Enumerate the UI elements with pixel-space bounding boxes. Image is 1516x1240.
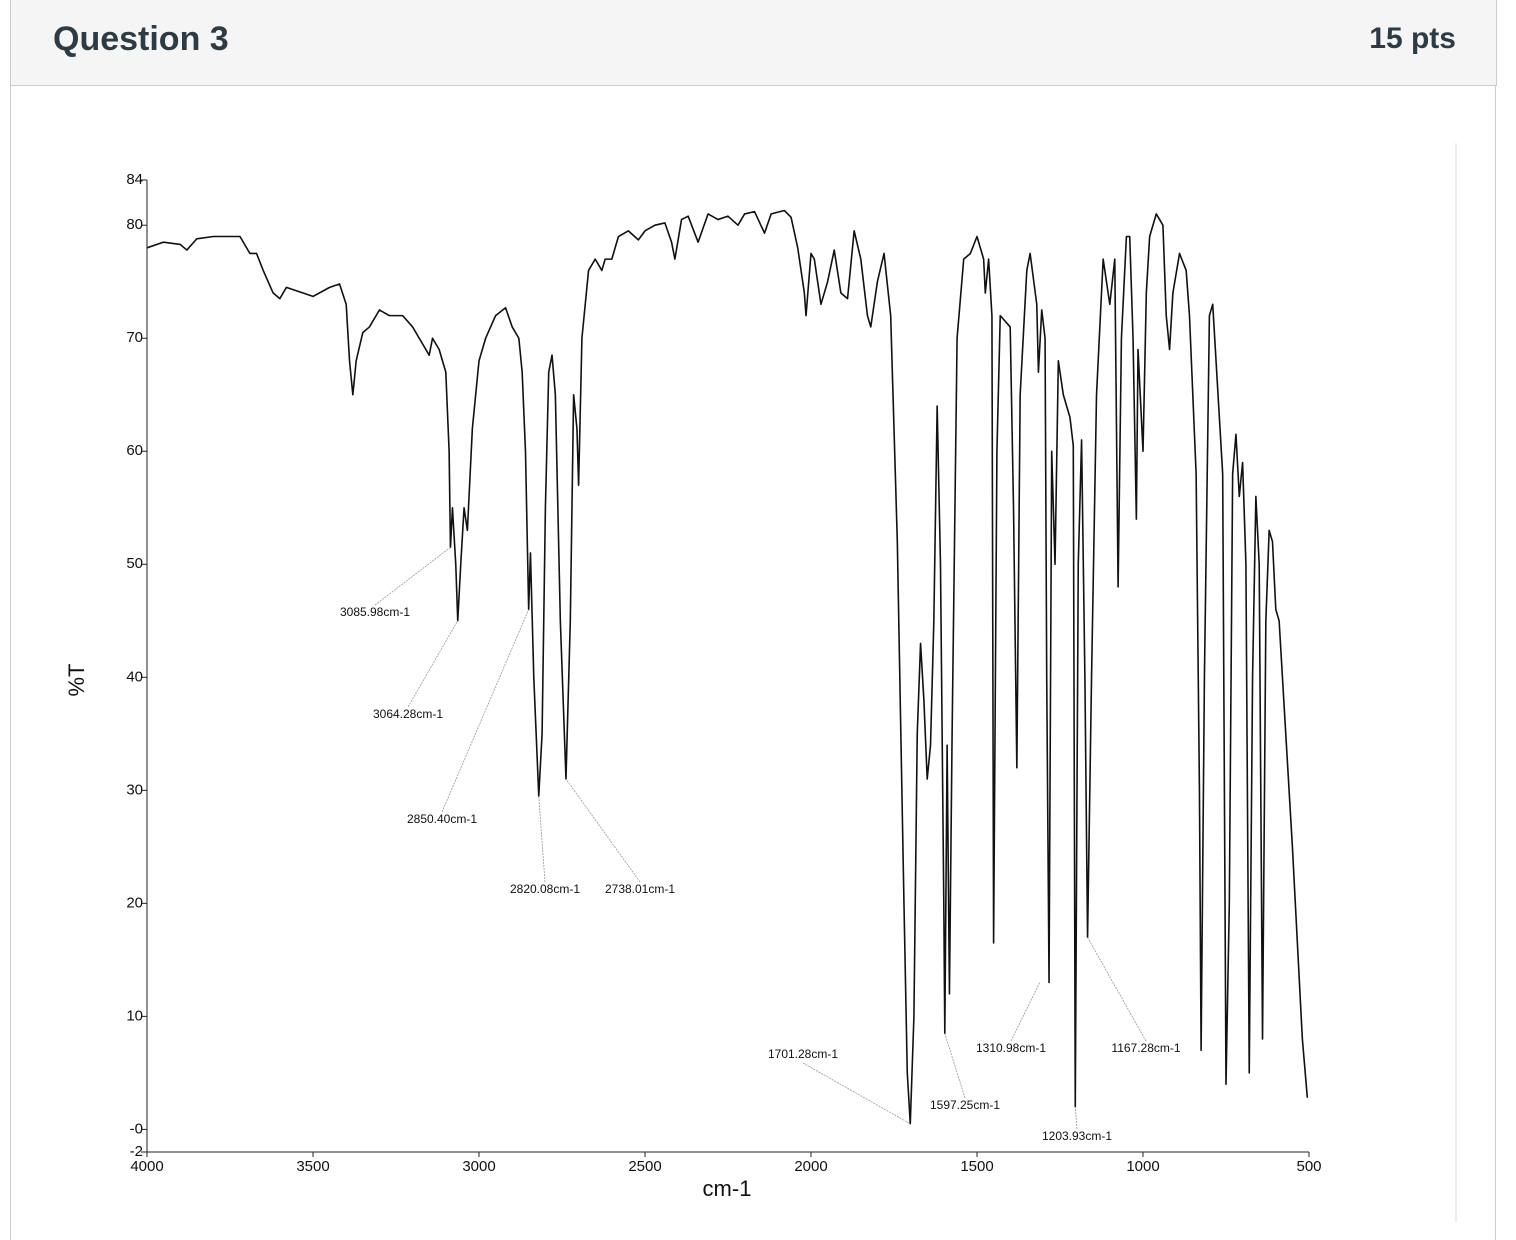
y-axis-label: %T xyxy=(64,664,89,697)
annotation-leader xyxy=(374,547,451,606)
annotation-label: 1310.98cm-1 xyxy=(976,1041,1046,1055)
question-points: 15 pts xyxy=(1369,22,1456,55)
annotation-label: 3085.98cm-1 xyxy=(340,605,410,619)
question-frame xyxy=(10,0,1496,1240)
x-tick-label: 4000 xyxy=(130,1158,163,1175)
y-tick-label: 20 xyxy=(126,894,143,911)
x-tick-label: 1500 xyxy=(960,1158,993,1175)
question-header: Question 3 15 pts xyxy=(10,0,1497,86)
x-axis-label: cm-1 xyxy=(703,1176,752,1201)
annotation-leader xyxy=(407,620,459,708)
x-tick-label: 2500 xyxy=(628,1158,661,1175)
x-tick-label: 3500 xyxy=(296,1158,329,1175)
y-tick-label: 70 xyxy=(126,329,143,346)
spectrum-line xyxy=(146,209,1309,1125)
annotation-leader xyxy=(1010,982,1041,1042)
annotation-leader xyxy=(802,1062,911,1125)
y-tick-label: 50 xyxy=(126,555,143,572)
y-tick-label: 10 xyxy=(126,1007,143,1024)
y-tick-label: -2 xyxy=(130,1143,143,1160)
annotation-label: 1203.93cm-1 xyxy=(1042,1129,1112,1143)
question-title: Question 3 xyxy=(53,20,229,58)
y-tick-label: 60 xyxy=(126,442,143,459)
y-tick-label: 30 xyxy=(126,781,143,798)
annotation-label: 1167.28cm-1 xyxy=(1111,1041,1180,1055)
annotation-label: 2850.40cm-1 xyxy=(407,812,477,826)
annotation-leader xyxy=(1074,1106,1078,1130)
annotation-leader xyxy=(538,795,546,883)
annotation-label: 1701.28cm-1 xyxy=(768,1047,838,1061)
annotation-leader xyxy=(944,1033,966,1099)
annotation-leader xyxy=(1087,937,1147,1042)
annotation-label: 2820.08cm-1 xyxy=(510,882,580,896)
x-tick-label: 2000 xyxy=(794,1158,827,1175)
annotation-leader xyxy=(441,609,530,813)
annotation-label: 1597.25cm-1 xyxy=(930,1098,1000,1112)
y-tick-label: 84 xyxy=(126,171,143,188)
y-tick-label: 40 xyxy=(126,668,143,685)
x-tick-label: 1000 xyxy=(1126,1158,1159,1175)
annotation-leader xyxy=(565,778,641,883)
annotation-label: 2738.01cm-1 xyxy=(605,882,675,896)
y-tick-label: -0 xyxy=(130,1120,143,1137)
y-tick-label: 80 xyxy=(126,216,143,233)
x-tick-label: 500 xyxy=(1296,1158,1321,1175)
annotation-label: 3064.28cm-1 xyxy=(373,707,443,721)
x-tick-label: 3000 xyxy=(462,1158,495,1175)
